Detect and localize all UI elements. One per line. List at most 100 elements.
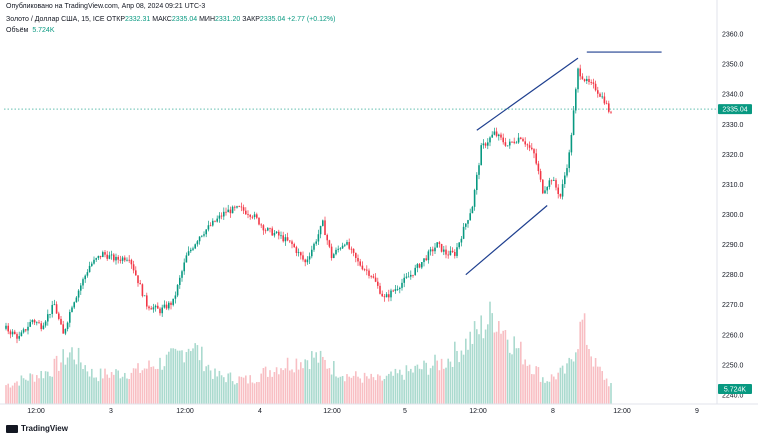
candle-body xyxy=(601,96,603,98)
y-tick-label: 2330.0 xyxy=(722,122,744,129)
candle xyxy=(546,186,548,195)
volume-bar xyxy=(40,370,42,404)
candle-body xyxy=(163,304,166,308)
candle-body xyxy=(190,249,192,252)
candle xyxy=(304,258,306,267)
candle xyxy=(53,299,56,306)
candle-body xyxy=(337,248,339,250)
volume-bar xyxy=(251,382,254,404)
y-tick-label: 2350.0 xyxy=(722,62,744,69)
volume-bar xyxy=(572,361,575,404)
candle-body xyxy=(84,275,86,280)
candle xyxy=(253,211,256,220)
volume-bar xyxy=(526,365,529,404)
volume-bar xyxy=(504,330,507,404)
candles xyxy=(5,64,612,344)
candle xyxy=(366,265,368,276)
volume-bar xyxy=(306,360,309,404)
candle-body xyxy=(293,244,295,248)
close-value: 2335.04 xyxy=(259,16,286,23)
volume-bar xyxy=(223,377,225,404)
candle-body xyxy=(165,304,168,309)
candle-body xyxy=(392,290,394,292)
candle xyxy=(392,289,394,293)
candle-body xyxy=(42,325,45,330)
volume-bar xyxy=(58,370,60,404)
candle-body xyxy=(414,267,416,275)
volume-bar xyxy=(297,369,300,404)
candle-body xyxy=(31,320,34,323)
candle xyxy=(344,243,346,247)
volume-bar xyxy=(66,357,69,404)
tradingview-logo-icon xyxy=(6,424,18,433)
open-label: ОТКР xyxy=(106,16,125,23)
candle-body xyxy=(306,259,309,263)
volume-bar xyxy=(542,377,544,404)
volume-bar xyxy=(152,366,155,404)
candle-body xyxy=(97,255,100,259)
candle-body xyxy=(44,321,47,326)
candle xyxy=(339,247,342,251)
candle-body xyxy=(401,282,403,288)
volume-bar xyxy=(379,375,381,404)
volume-bar xyxy=(135,368,137,404)
volume-bar xyxy=(341,376,344,404)
candle xyxy=(284,234,287,246)
volume-bars xyxy=(5,301,612,404)
volume-bar xyxy=(311,351,313,404)
volume-bar xyxy=(491,313,493,404)
candle-body xyxy=(174,295,177,299)
candle-body xyxy=(295,247,298,253)
candle xyxy=(223,207,225,220)
candle-body xyxy=(526,144,529,146)
volume-bar xyxy=(25,379,27,404)
candle xyxy=(47,309,49,326)
candle-body xyxy=(71,307,73,313)
candle xyxy=(260,223,262,229)
candle-body xyxy=(535,153,537,164)
volume-bar xyxy=(388,373,390,404)
candle-body xyxy=(311,249,313,257)
tradingview-brand: TradingView xyxy=(6,424,68,433)
volume-bar xyxy=(509,352,511,404)
volume-bar xyxy=(88,376,91,404)
candle xyxy=(275,230,278,234)
volume-bar xyxy=(502,330,504,404)
volume-bar xyxy=(394,368,397,404)
volume-bar xyxy=(172,348,174,404)
volume-bar xyxy=(7,383,9,404)
volume-bar xyxy=(592,366,595,404)
candle-body xyxy=(447,254,449,256)
volume-bar xyxy=(258,382,260,404)
candle-body xyxy=(150,308,152,310)
candle xyxy=(443,245,445,256)
candle xyxy=(473,188,476,211)
volume-bar xyxy=(427,374,430,404)
candle xyxy=(542,179,544,195)
candle-body xyxy=(575,89,577,111)
volume-bar xyxy=(553,376,555,404)
volume-bar xyxy=(564,373,566,404)
candle xyxy=(58,311,60,321)
published-caption: Опубликовано на TradingView.com, Апр 08,… xyxy=(6,3,206,10)
volume-bar xyxy=(256,381,258,404)
volume-bar xyxy=(289,370,291,404)
volume-bar xyxy=(84,365,86,404)
candle-body xyxy=(445,249,447,255)
volume-bar xyxy=(601,371,603,404)
candle xyxy=(350,246,353,254)
volume-bar xyxy=(18,385,20,404)
volume-bar xyxy=(385,375,388,404)
volume-bar xyxy=(570,359,573,404)
volume-bar xyxy=(216,376,218,404)
candle xyxy=(335,247,337,256)
volume-bar xyxy=(82,369,84,404)
volume-bar xyxy=(361,382,364,404)
volume-bar xyxy=(159,357,161,404)
volume-bar xyxy=(55,355,58,404)
candle xyxy=(108,251,111,260)
volume-bar xyxy=(203,371,205,404)
volume-bar xyxy=(295,358,298,404)
candle xyxy=(557,184,559,199)
